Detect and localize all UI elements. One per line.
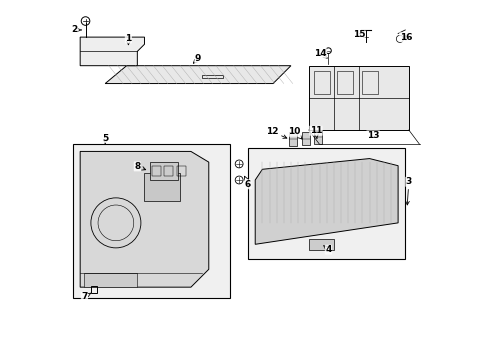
Bar xyxy=(301,132,309,145)
Text: 3: 3 xyxy=(405,177,411,205)
Text: 8: 8 xyxy=(134,162,145,171)
Bar xyxy=(337,71,353,94)
Bar xyxy=(83,273,137,287)
Text: 1: 1 xyxy=(125,34,131,45)
Bar xyxy=(176,166,185,176)
Text: 11: 11 xyxy=(309,126,322,139)
Bar xyxy=(91,286,97,293)
Text: 14: 14 xyxy=(313,49,326,58)
Bar xyxy=(149,162,178,180)
Polygon shape xyxy=(80,152,208,287)
Text: 6: 6 xyxy=(244,176,251,189)
Bar xyxy=(308,239,333,249)
Text: 15: 15 xyxy=(352,31,365,40)
Bar xyxy=(288,132,296,146)
Polygon shape xyxy=(105,66,290,84)
Polygon shape xyxy=(308,66,408,130)
Bar xyxy=(313,131,322,144)
Bar xyxy=(247,148,405,258)
Text: 12: 12 xyxy=(265,127,286,138)
Bar xyxy=(313,71,329,94)
Bar xyxy=(362,71,378,94)
Text: 2: 2 xyxy=(72,26,81,35)
Polygon shape xyxy=(255,158,397,244)
Bar xyxy=(144,173,180,202)
Text: 16: 16 xyxy=(399,33,411,42)
Text: 10: 10 xyxy=(288,127,302,139)
Text: 9: 9 xyxy=(193,54,201,63)
Polygon shape xyxy=(80,37,144,66)
Text: 4: 4 xyxy=(323,245,331,254)
Text: 7: 7 xyxy=(81,292,91,301)
Bar xyxy=(151,166,160,176)
Bar xyxy=(73,144,230,298)
Text: 13: 13 xyxy=(366,130,379,140)
Bar xyxy=(164,166,173,176)
Text: 5: 5 xyxy=(102,134,108,144)
